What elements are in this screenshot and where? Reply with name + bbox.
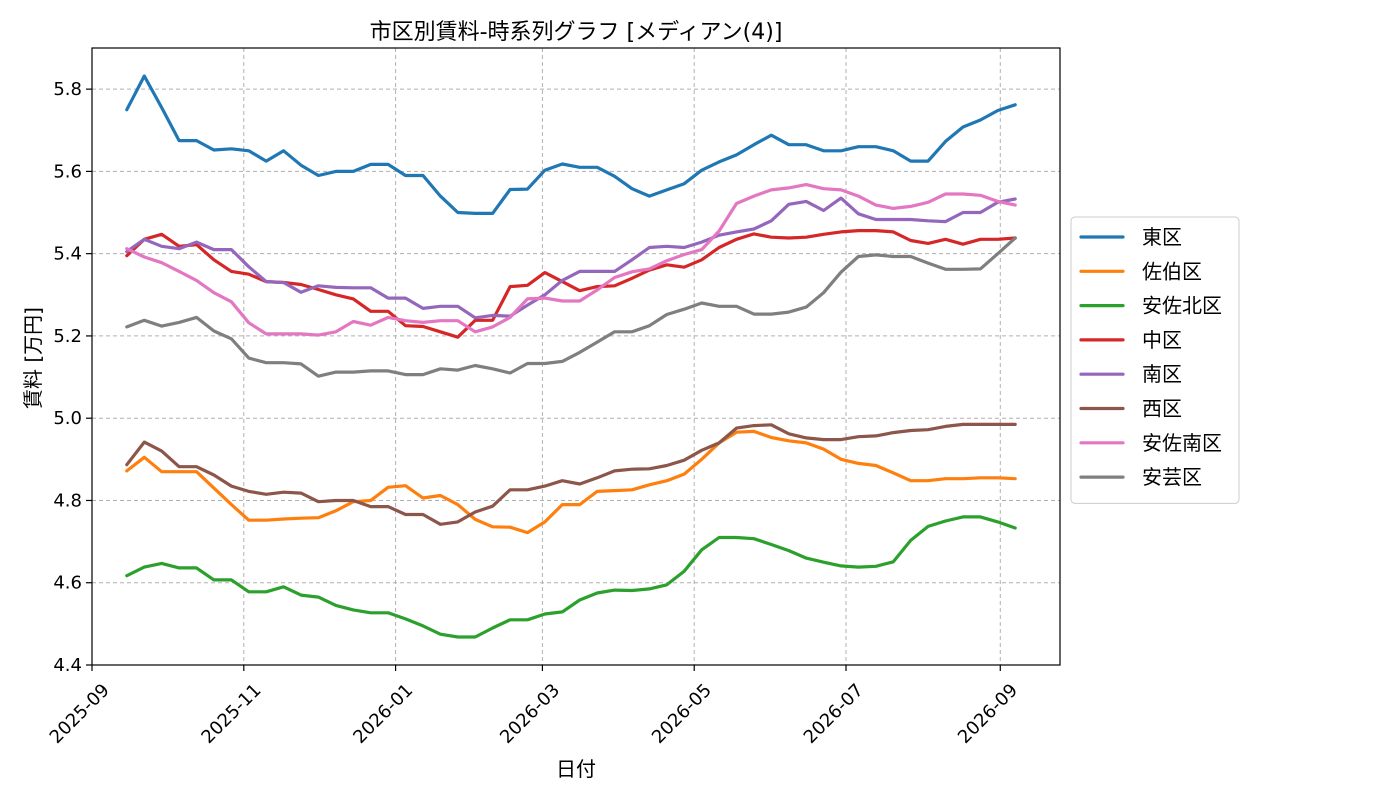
legend-label: 佐伯区: [1142, 259, 1202, 283]
series-line-2: [125, 429, 1017, 535]
series-line-6: [125, 422, 1017, 526]
series-layer: [125, 74, 1017, 639]
x-tick-label: 2026-03: [496, 680, 564, 748]
y-tick-label: 5.4: [53, 244, 82, 265]
legend-label: 西区: [1142, 397, 1182, 421]
legend-label: 安芸区: [1142, 465, 1202, 489]
x-tick-label: 2026-07: [800, 680, 868, 748]
legend-label: 安佐南区: [1142, 431, 1222, 455]
y-tick-label: 5.0: [53, 408, 82, 429]
series-line-8: [125, 236, 1017, 378]
y-axis-label: 賃料 [万円]: [21, 307, 45, 409]
series-line-3: [125, 515, 1017, 639]
x-tick-label: 2026-09: [954, 680, 1022, 748]
y-tick-label: 5.2: [53, 326, 82, 347]
x-tick-label: 2026-05: [648, 680, 716, 748]
series-line-4: [125, 229, 1017, 339]
y-tick-label: 4.8: [53, 490, 82, 511]
legend-label: 安佐北区: [1142, 294, 1222, 318]
x-axis-label: 日付: [556, 757, 596, 781]
plot-frame: [91, 47, 1061, 666]
x-tick-label: 2026-01: [349, 680, 417, 748]
legend-frame: [1070, 216, 1240, 504]
x-tick-label: 2025-11: [197, 680, 265, 748]
series-line-1: [125, 74, 1017, 215]
y-tick-label: 4.4: [53, 655, 82, 676]
chart-title: 市区別賃料-時系列グラフ [メディアン(4)]: [370, 20, 783, 45]
legend-label: 南区: [1142, 362, 1182, 386]
legend-label: 中区: [1142, 328, 1182, 352]
grid-layer: [91, 48, 1060, 666]
legend-label: 東区: [1142, 225, 1182, 249]
tick-layer: 2025-09 2025-11 2026-01 2026-03 2026-05 2026-…: [46, 79, 1022, 748]
x-tick-label: 2025-09: [46, 680, 114, 748]
series-line-5: [125, 196, 1017, 320]
y-tick-label: 4.6: [53, 573, 82, 594]
y-tick-label: 5.8: [53, 79, 82, 100]
series-line-7: [125, 183, 1017, 337]
y-tick-label: 5.6: [53, 161, 82, 182]
